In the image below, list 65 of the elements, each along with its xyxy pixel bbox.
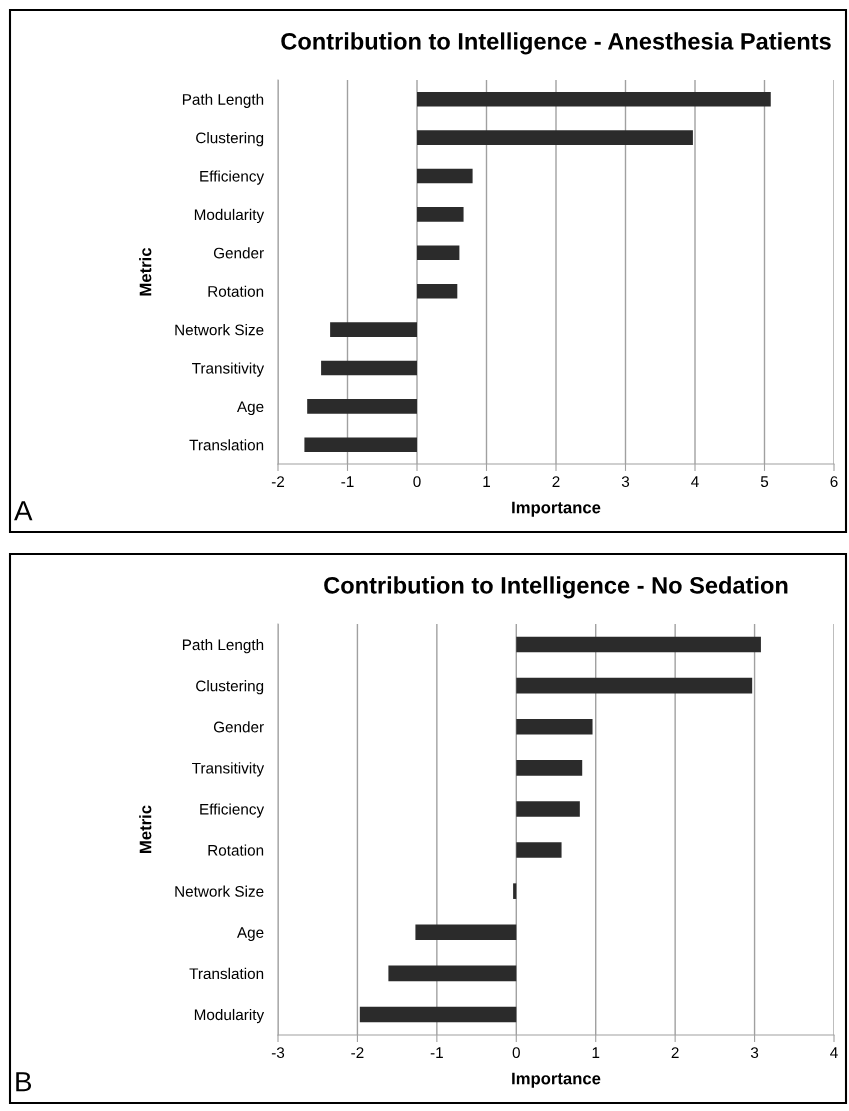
x-tick-label: -2 [271,476,285,487]
y-tick-label: Clustering [196,132,264,147]
x-tick-label: 2 [552,476,560,487]
y-tick-label: Translation [189,439,264,451]
text: B [16,1072,32,1092]
bar [415,924,517,941]
x-tick-label: 3 [621,476,630,488]
y-tick-label: Rotation [208,844,264,856]
x-tick-label: 1 [483,476,490,487]
bar [417,130,693,145]
y-tick-label: Network Size [175,324,264,336]
bar [388,965,517,982]
y-tick-label: Path Length [182,639,264,654]
y-tick-label: Network Size [175,885,264,897]
y-tick-label: Transitivity [192,362,265,377]
bar [417,245,460,261]
bar [516,636,761,653]
y-tick-label: Modularity [194,208,265,224]
x-tick-label: 5 [760,476,769,488]
x-tick-label: 4 [830,1047,838,1058]
y-axis-title: Metric [139,805,152,853]
x-tick-label: 3 [750,1047,759,1059]
y-tick-label: Translation [189,967,264,980]
bar [330,322,417,337]
bar [516,842,562,858]
x-tick-label: -2 [351,1047,364,1058]
y-tick-label: Clustering [196,680,264,695]
y-tick-label: Gender [213,247,264,259]
bar [516,677,753,694]
bar [321,360,417,376]
bar [359,1006,517,1023]
y-tick-label: Age [236,927,264,941]
y-axis-title: Metric [139,247,152,296]
y-tick-label: Efficiency [200,803,265,818]
chart-title: Contribution to Intelligence - No Sedation [324,576,788,599]
y-tick-label: Rotation [208,285,264,297]
text: A [14,501,33,521]
x-tick-label: 0 [413,476,421,488]
chart-title: Contribution to Intelligence - Anesthesia Patients [281,32,831,55]
bar [417,283,458,299]
x-tick-label: 0 [512,1047,520,1059]
bar [417,91,771,107]
x-axis-title: Importance [512,501,601,517]
y-tick-label: Transitivity [192,762,265,777]
bar [516,801,580,817]
y-tick-label: Path Length [182,93,264,108]
bar [307,399,417,414]
x-axis-title: Importance [512,1072,601,1088]
x-tick-label: -1 [430,1047,443,1058]
x-tick-label: -3 [271,1047,285,1059]
y-tick-label: Efficiency [200,170,265,185]
x-tick-label: 6 [830,476,838,488]
bar [516,760,583,776]
x-tick-label: -1 [341,476,354,487]
x-tick-label: 2 [671,1047,679,1058]
bar [516,718,593,735]
y-tick-label: Modularity [194,1008,265,1024]
y-tick-label: Gender [213,721,264,733]
bar [304,437,417,453]
bar [417,207,464,222]
x-tick-label: 4 [691,476,699,487]
y-tick-label: Age [236,401,264,416]
bar [513,883,517,899]
bar [417,168,473,184]
x-tick-label: 1 [592,1047,600,1058]
